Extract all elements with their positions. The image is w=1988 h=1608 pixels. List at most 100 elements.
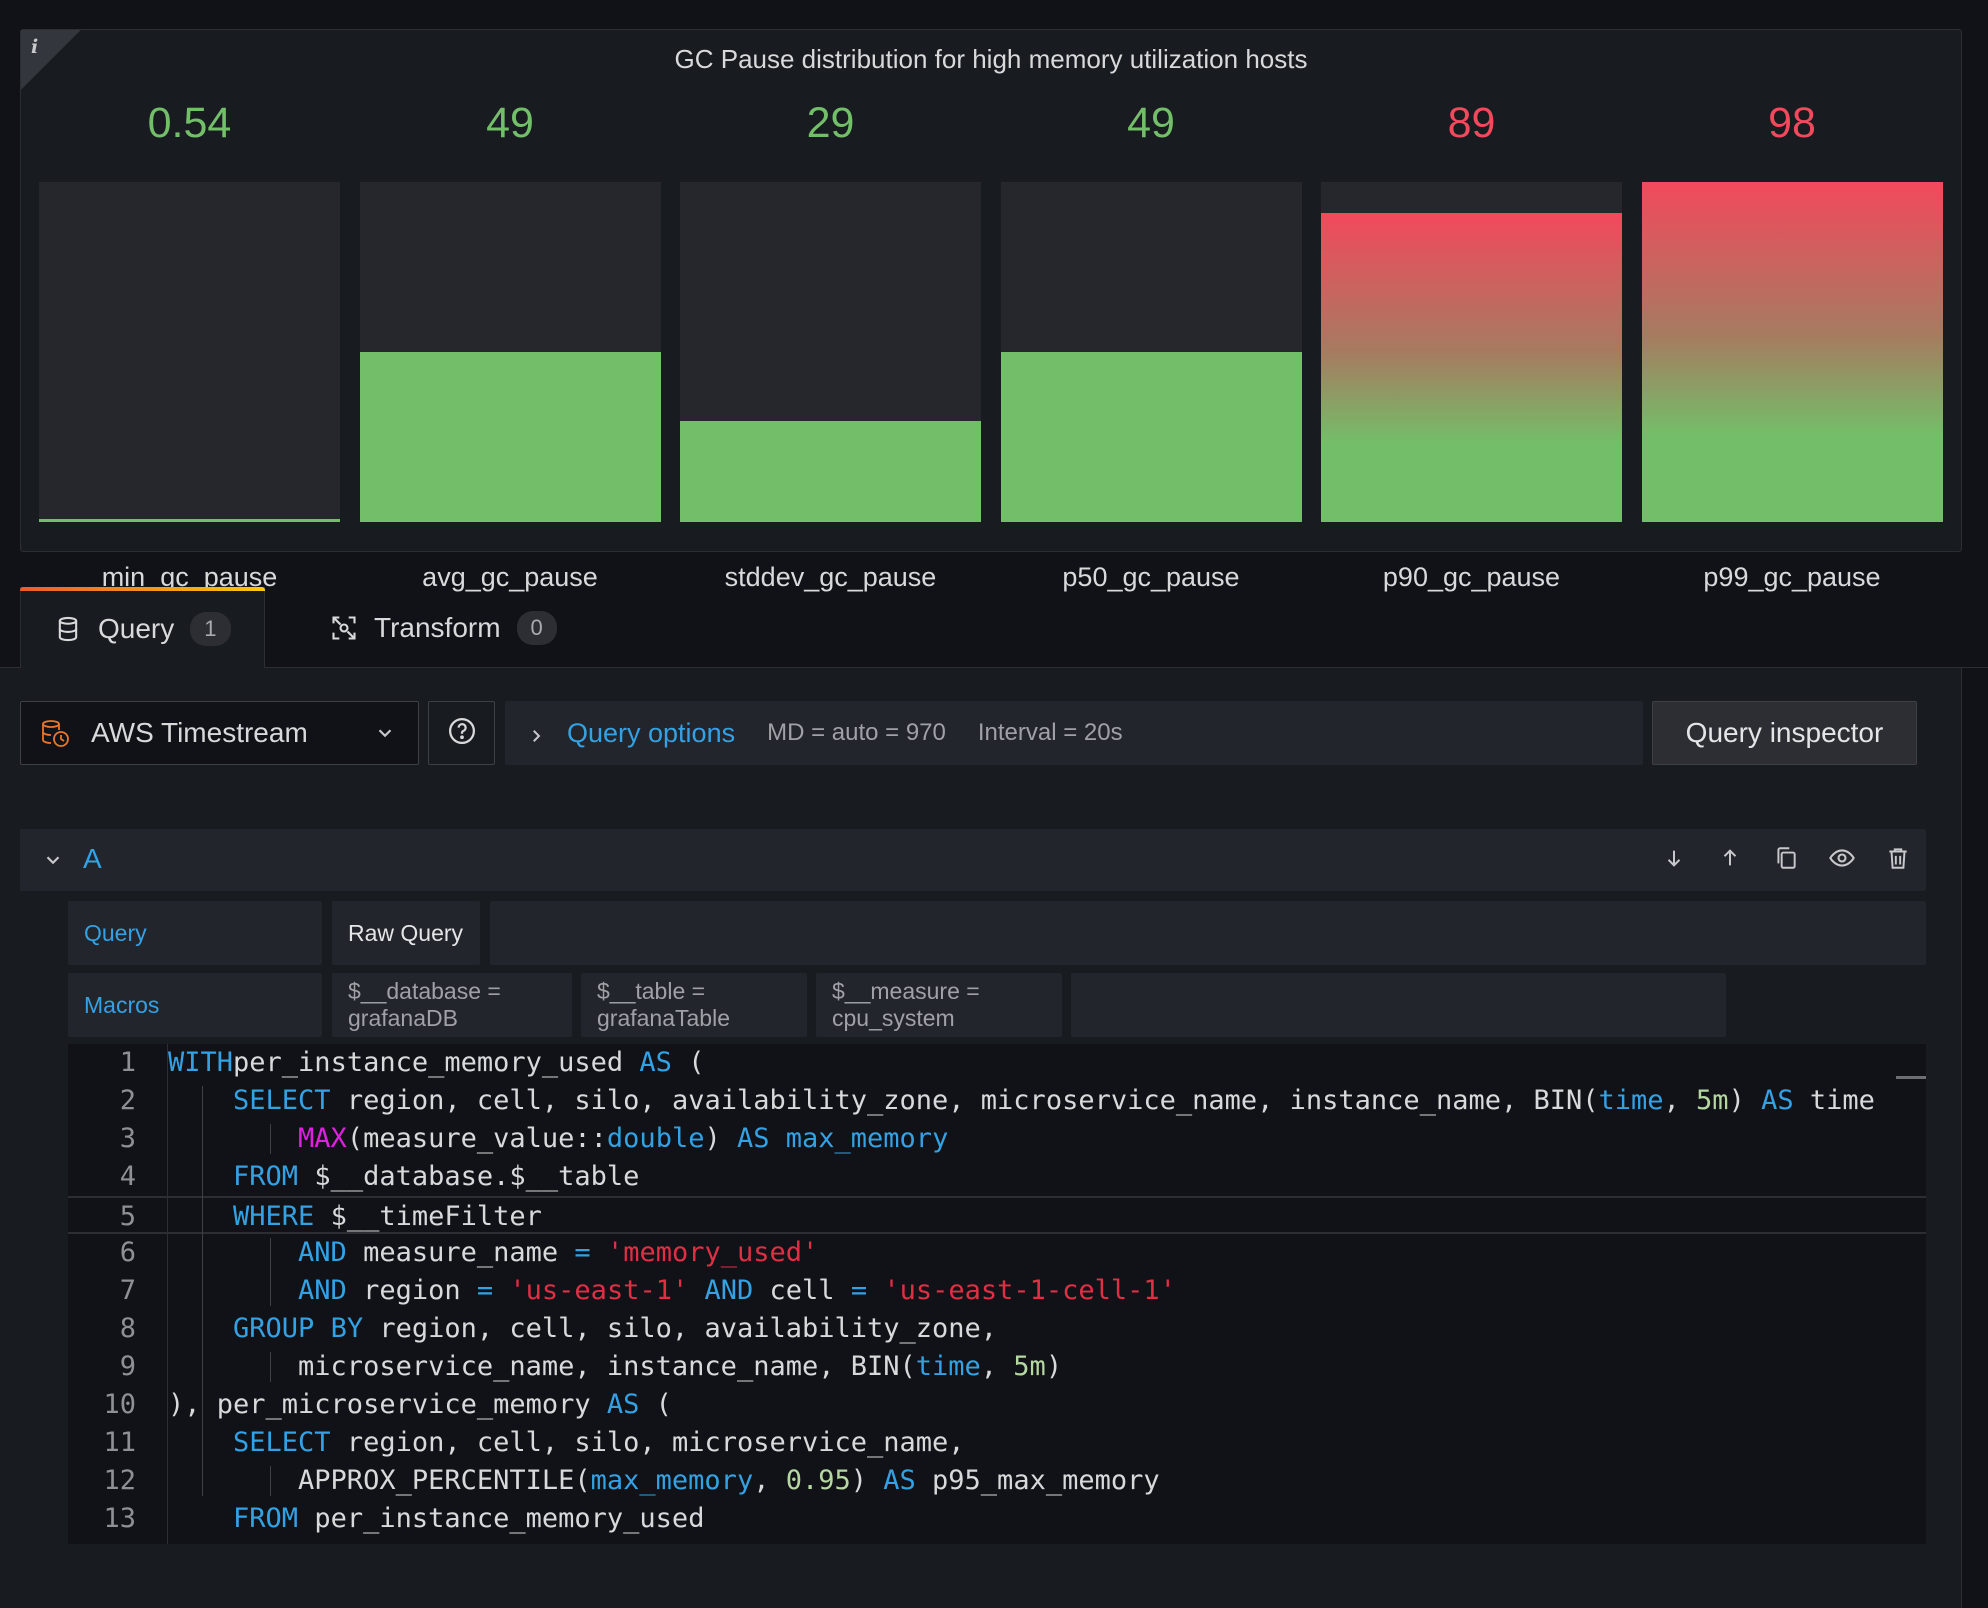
line-number: 12 [103,1465,136,1496]
gauge-fill [680,421,981,522]
code-token [168,1313,233,1344]
editor-tabs: Query 1 Transform 0 [0,587,1988,669]
tab-transform-count: 0 [516,610,557,645]
info-icon[interactable]: i [31,36,39,58]
query-editor: AWS Timestream Query options MD = auto =… [0,668,1962,1608]
gauge-label: stddev_gc_pause [724,562,937,592]
code-text: WITHper_instance_memory_used AS ( [168,1044,704,1082]
gauge-p99_gc_pause: 98 p99_gc_pause [1641,96,1943,592]
code-token: , [753,1465,786,1496]
code-token: GROUP BY [233,1313,364,1344]
macros-row: Macros $__database = grafanaDB $__table … [68,973,1926,1037]
macro-table[interactable]: $__table = grafanaTable [581,973,807,1037]
macro-database[interactable]: $__database = grafanaDB [332,973,572,1037]
query-options-bar[interactable]: Query options MD = auto = 970 Interval =… [505,701,1643,765]
code-text: MAX(measure_value::double) AS max_memory [168,1120,948,1158]
gauge-avg_gc_pause: 49 avg_gc_pause [359,96,661,592]
indent-guide [270,1238,271,1306]
code-token: region, cell, silo, availability_zone, m… [330,1085,1599,1116]
question-circle-icon [447,716,477,751]
indent-guide [270,1352,271,1382]
panel-info-corner[interactable]: i [21,30,81,90]
code-token: ) [704,1123,737,1154]
code-token: ( [671,1047,705,1078]
query-row-header[interactable]: A [20,829,1926,891]
code-token: p95_max_memory [915,1465,1160,1496]
code-token: double [606,1123,705,1154]
code-token: APPROX_PERCENTILE( [168,1465,591,1496]
code-token: AS [883,1465,916,1496]
code-token: 'us-east-1' [509,1275,689,1306]
line-number: 5 [119,1201,136,1232]
code-token: ( [639,1389,672,1420]
code-token: , [980,1351,1014,1382]
move-down-icon[interactable] [1660,843,1688,873]
tab-query[interactable]: Query 1 [20,587,265,669]
code-text: FROM $__database.$__table [168,1158,639,1196]
code-token [688,1275,704,1306]
gauge-value: 98 [1768,99,1816,147]
code-text: SELECT region, cell, silo, availability_… [168,1082,1875,1120]
delete-icon[interactable] [1884,843,1912,873]
gauge-track [39,182,340,522]
code-token: 'memory_used' [606,1237,819,1268]
code-token: AND [298,1237,347,1268]
code-token: FROM [233,1503,299,1534]
code-token: WHERE [233,1201,315,1232]
code-token [168,1123,298,1154]
tab-query-label: Query [98,612,175,644]
code-token: max_memory [785,1123,949,1154]
code-token: WITH [168,1047,234,1078]
gauge-track [1641,182,1943,522]
line-number: 3 [119,1123,136,1154]
code-text: WHERE $__timeFilter [168,1198,542,1236]
code-token [493,1275,509,1306]
gauge-label: p99_gc_pause [1703,562,1881,592]
move-up-icon[interactable] [1716,843,1744,873]
indent-guide [270,1124,271,1154]
code-text: FROM per_instance_memory_used [168,1500,704,1538]
timestream-icon [39,717,71,749]
sql-code-editor[interactable]: 1 WITHper_instance_memory_used AS (2 SELE… [68,1044,1926,1544]
code-token: MAX [298,1123,347,1154]
gauge-fill [359,352,661,522]
query-ref-id[interactable]: A [83,843,102,874]
datasource-picker[interactable]: AWS Timestream [20,701,419,765]
macro-measure[interactable]: $__measure = cpu_system [816,973,1062,1037]
tab-transform[interactable]: Transform 0 [330,587,557,668]
gauge-p50_gc_pause: 49 p50_gc_pause [1000,96,1302,592]
transform-icon [330,614,358,642]
gauge-value: 29 [806,99,855,147]
panel-title: GC Pause distribution for high memory ut… [674,44,1308,74]
query-inspector-button[interactable]: Query inspector [1652,701,1917,765]
max-data-points-info: MD = auto = 970 [767,719,946,746]
gauge-p90_gc_pause: 89 p90_gc_pause [1321,96,1622,592]
query-mode-label[interactable]: Query [68,901,322,965]
code-line: 3 MAX(measure_value::double) AS max_memo… [68,1120,1926,1158]
code-token: per_instance_memory_used [233,1047,640,1078]
code-line: 4 FROM $__database.$__table [68,1158,1926,1196]
code-token: ) [1728,1085,1762,1116]
code-token: per_instance_memory_used [298,1503,705,1534]
chevron-down-icon[interactable] [42,849,64,871]
code-token: $__database.$__table [298,1161,640,1192]
code-token: 0.95 [785,1465,851,1496]
code-token: 5m [1013,1351,1046,1382]
duplicate-icon[interactable] [1772,843,1800,873]
code-text: SELECT region, cell, silo, microservice_… [168,1424,965,1462]
gauge-track [680,182,981,522]
code-token: ) [850,1465,884,1496]
query-options-title: Query options [567,717,736,748]
code-text: GROUP BY region, cell, silo, availabilit… [168,1310,997,1348]
toggle-visibility-icon[interactable] [1828,843,1856,873]
line-number-gutter [68,1044,168,1544]
gauge-fill [1321,213,1622,522]
code-token: = [850,1275,868,1306]
code-token: cell [753,1275,851,1306]
datasource-help-button[interactable] [428,701,495,765]
scrollbar-marker[interactable] [1896,1076,1926,1079]
code-token: AND [298,1275,347,1306]
query-row-actions [1660,843,1912,873]
raw-query-toggle[interactable]: Raw Query [332,901,480,965]
gauge-fill [1641,182,1943,522]
